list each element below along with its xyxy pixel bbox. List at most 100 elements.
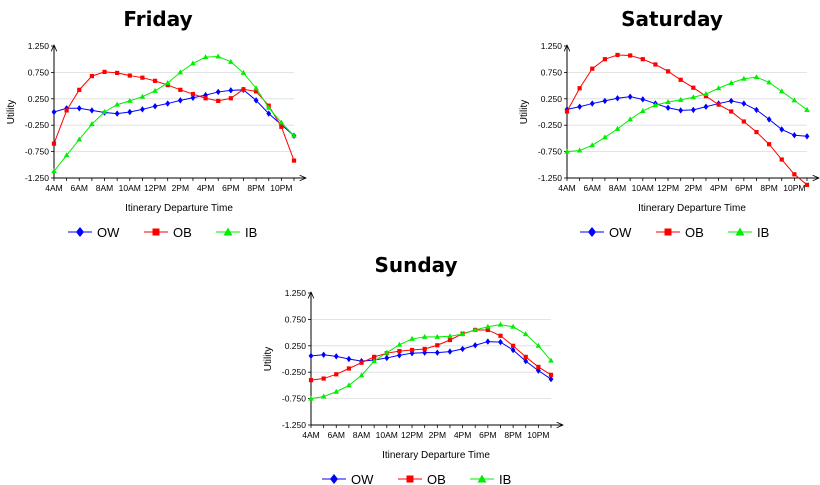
data-point-ib <box>265 104 272 110</box>
data-point-ob <box>653 62 658 67</box>
data-point-ib <box>639 107 646 113</box>
data-point-ob <box>767 142 772 147</box>
data-point-ob <box>359 360 364 365</box>
data-point-ob <box>703 94 709 99</box>
data-point-ib <box>434 333 441 339</box>
data-point-ib <box>652 102 659 108</box>
legend-label: OW <box>351 472 374 485</box>
data-point-ob <box>228 96 233 101</box>
y-tick-label: 0.250 <box>541 94 563 104</box>
data-point-ib <box>89 121 95 127</box>
legend: OW OB IB <box>322 472 511 485</box>
data-point-ib <box>278 119 285 125</box>
data-point-ob <box>523 354 528 359</box>
x-tick-label: 8AM <box>353 430 370 440</box>
data-point-ib <box>485 323 491 329</box>
data-point-ib <box>602 134 608 140</box>
data-point-ob <box>511 343 516 348</box>
data-point-ib <box>472 326 479 332</box>
legend-item-ob: OB <box>398 472 446 485</box>
data-point-ow <box>690 106 696 114</box>
data-point-ob <box>577 86 582 91</box>
data-point-ow <box>51 108 57 116</box>
x-tick-label: 10PM <box>527 430 549 440</box>
y-tick-label: 0.250 <box>28 94 50 104</box>
x-tick-label: 6PM <box>479 430 496 440</box>
y-tick-label: -0.250 <box>538 120 562 130</box>
data-point-ib <box>320 393 327 399</box>
y-tick-label: -0.750 <box>282 394 306 404</box>
data-point-ob <box>216 98 221 104</box>
data-point-ob <box>203 96 208 101</box>
y-tick-label: -0.250 <box>282 367 306 377</box>
data-point-ob <box>536 364 541 370</box>
x-tick-label: 10AM <box>632 183 654 193</box>
data-point-ob <box>178 87 183 92</box>
legend: OW OB IB <box>580 225 769 240</box>
data-point-ob <box>548 372 554 377</box>
data-point-ow <box>114 110 120 117</box>
data-point-ib <box>139 93 146 99</box>
data-point-ow <box>548 375 554 383</box>
data-point-ow <box>76 105 82 112</box>
data-point-ow <box>779 126 785 133</box>
data-point-ow <box>190 94 196 101</box>
x-tick-label: 8PM <box>760 183 777 193</box>
data-point-ib <box>76 136 83 142</box>
data-point-ow <box>152 102 158 110</box>
data-point-ob <box>346 366 351 371</box>
data-point-ow <box>754 106 759 114</box>
data-point-ob <box>602 57 607 62</box>
x-tick-label: 4AM <box>302 430 319 440</box>
legend: OW OB IB <box>68 225 257 240</box>
x-tick-label: 6PM <box>222 183 239 193</box>
data-point-ib <box>778 88 785 94</box>
legend-label: OW <box>97 225 120 240</box>
data-point-ob <box>397 348 402 354</box>
data-point-ow <box>640 96 646 103</box>
x-tick-label: 12PM <box>657 183 679 193</box>
data-point-ow <box>384 354 390 362</box>
data-point-ob <box>792 172 797 177</box>
data-point-ib <box>240 69 247 75</box>
data-point-ow <box>564 106 570 113</box>
data-point-ib <box>126 97 133 103</box>
legend-marker <box>735 227 745 236</box>
data-point-ob <box>678 77 683 82</box>
y-tick-label: 0.250 <box>285 341 307 351</box>
data-point-ow <box>346 355 352 363</box>
data-point-ob <box>241 87 246 92</box>
data-point-ib <box>51 168 57 174</box>
x-tick-label: 2PM <box>685 183 702 193</box>
legend-label: OB <box>427 472 446 485</box>
data-point-ow <box>577 103 583 110</box>
data-point-ob <box>334 372 339 377</box>
plot-area: 1.250 0.750 0.250 -0.250 -0.750 -1.250 4AM 6AM… <box>263 288 563 461</box>
data-point-ow <box>766 116 772 123</box>
x-tick-label: 10PM <box>270 183 292 193</box>
legend-marker <box>406 475 414 483</box>
data-point-ob <box>729 109 734 114</box>
y-tick-label: -1.250 <box>538 173 562 183</box>
data-point-ow <box>397 352 402 359</box>
legend-item-ib: IB <box>470 472 511 485</box>
data-point-ib <box>753 74 760 80</box>
data-point-ib <box>101 109 108 114</box>
x-tick-label: 8PM <box>247 183 264 193</box>
data-point-ib <box>459 331 466 337</box>
data-point-ib <box>253 85 259 91</box>
data-point-ob <box>140 75 145 80</box>
data-point-ob <box>409 347 415 353</box>
data-point-ib <box>383 349 390 355</box>
data-point-ow <box>703 103 709 110</box>
data-point-ob <box>640 57 645 62</box>
data-point-ob <box>691 85 696 90</box>
data-point-ow <box>447 348 453 355</box>
data-point-ow <box>602 97 608 105</box>
series-line-ob <box>566 54 808 186</box>
legend-marker <box>223 227 233 236</box>
data-point-ib <box>308 395 314 401</box>
y-tick-label: 1.250 <box>541 41 563 51</box>
legend-item-ow: OW <box>322 472 374 485</box>
data-point-ow <box>253 97 259 104</box>
